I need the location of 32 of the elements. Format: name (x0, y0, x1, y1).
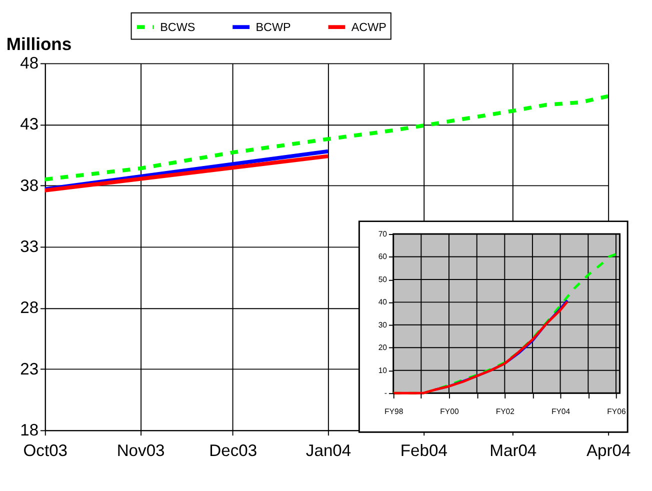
y-tick-label: 70 (378, 229, 388, 238)
x-tick-label: Apr04 (586, 441, 631, 460)
x-tick-label: Jan04 (306, 441, 352, 460)
legend-label: ACWP (351, 20, 387, 34)
x-tick-label: Mar04 (490, 441, 537, 460)
y-axis-title: Millions (6, 34, 72, 54)
y-tick-label: 30 (378, 320, 388, 330)
x-tick-label: Feb04 (400, 441, 448, 460)
x-tick-label: Oct03 (23, 441, 68, 460)
x-tick-label: FY00 (440, 407, 460, 416)
x-tick-label: Nov03 (116, 441, 165, 460)
legend-label: BCWS (160, 20, 196, 34)
x-tick-label: FY98 (384, 407, 404, 416)
y-tick-label: 23 (20, 359, 39, 378)
y-tick-label: 60 (378, 252, 388, 262)
x-tick-label: FY06 (607, 407, 626, 416)
y-tick-label: 18 (20, 420, 39, 440)
y-tick-label: 20 (378, 343, 388, 352)
x-tick-label: FY04 (551, 407, 571, 416)
y-tick-label: 28 (20, 298, 39, 318)
y-tick-label: 10 (378, 366, 388, 375)
y-tick-label: 33 (20, 237, 39, 256)
x-tick-label: Dec03 (209, 441, 258, 460)
line-series (392, 300, 569, 394)
y-tick-label: - (384, 388, 388, 398)
y-tick-label: 38 (20, 176, 39, 195)
y-tick-label: 40 (378, 298, 388, 307)
y-tick-label: 50 (378, 274, 388, 284)
y-tick-label: 48 (20, 54, 39, 73)
y-tick-label: 43 (20, 114, 39, 134)
legend-label: BCWP (256, 20, 292, 34)
x-tick-label: FY02 (496, 407, 514, 416)
